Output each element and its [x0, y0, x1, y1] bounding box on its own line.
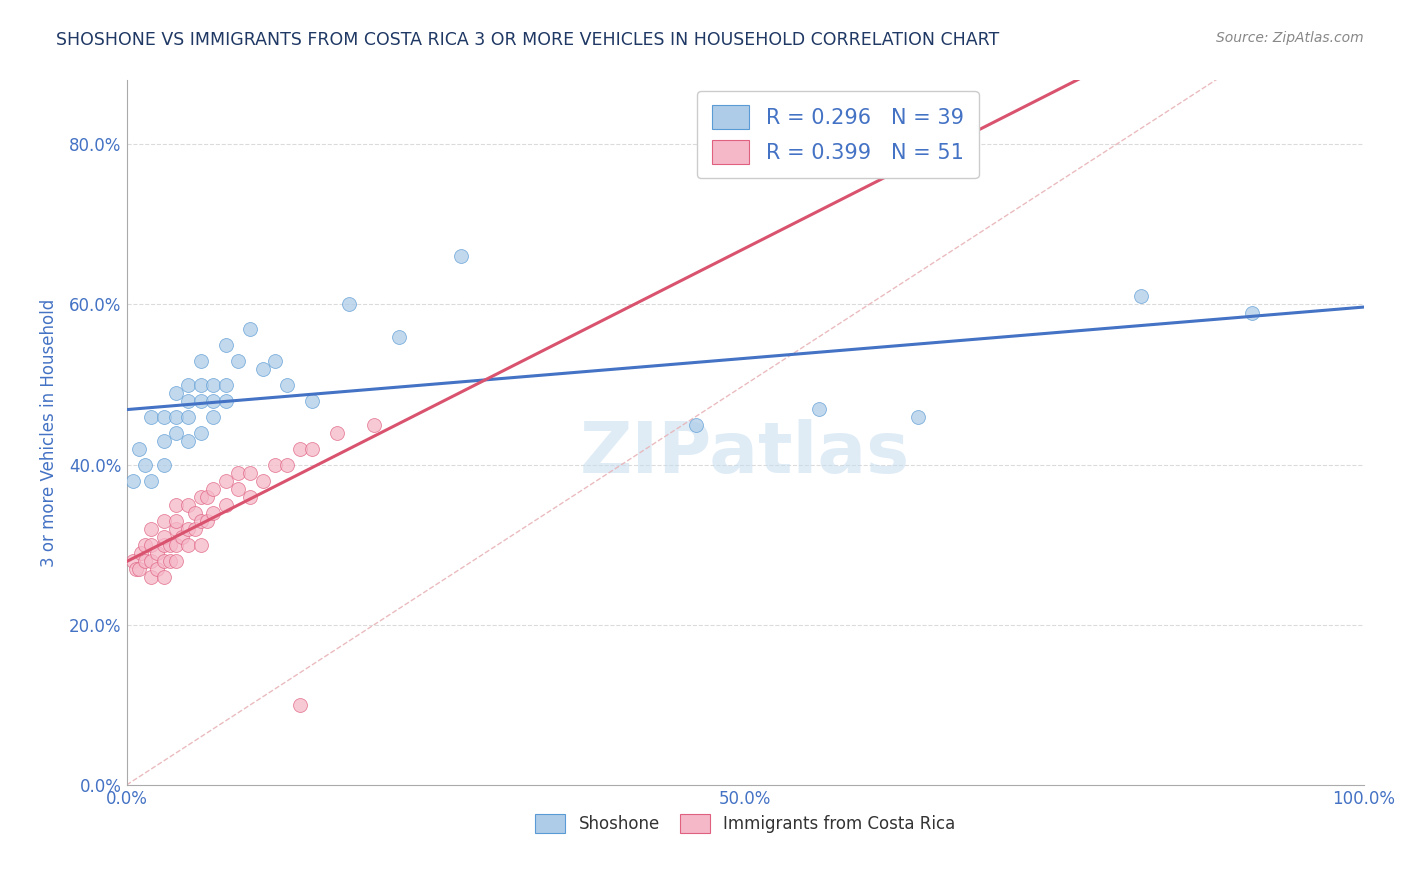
Point: [239, 466, 262, 480]
Point: [226, 466, 249, 480]
Point: [141, 409, 163, 424]
Point: [128, 442, 150, 456]
Point: [146, 546, 169, 560]
Point: [288, 698, 311, 712]
Text: Source: ZipAtlas.com: Source: ZipAtlas.com: [1216, 31, 1364, 45]
Point: [1241, 305, 1264, 319]
Point: [214, 337, 236, 351]
Text: SHOSHONE VS IMMIGRANTS FROM COSTA RICA 3 OR MORE VEHICLES IN HOUSEHOLD CORRELATI: SHOSHONE VS IMMIGRANTS FROM COSTA RICA 3…: [56, 31, 1000, 49]
Point: [214, 393, 236, 408]
Point: [152, 538, 174, 552]
Point: [177, 377, 200, 392]
Point: [214, 377, 236, 392]
Point: [121, 554, 143, 568]
Y-axis label: 3 or more Vehicles in Household: 3 or more Vehicles in Household: [39, 299, 58, 566]
Point: [183, 506, 205, 520]
Point: [177, 409, 200, 424]
Point: [165, 514, 187, 528]
Point: [202, 506, 225, 520]
Point: [190, 514, 212, 528]
Point: [159, 538, 181, 552]
Point: [165, 385, 187, 400]
Point: [152, 554, 174, 568]
Point: [301, 442, 323, 456]
Point: [134, 554, 156, 568]
Point: [363, 417, 385, 432]
Point: [202, 393, 225, 408]
Point: [152, 434, 174, 448]
Point: [326, 425, 349, 440]
Point: [450, 249, 472, 264]
Point: [125, 562, 148, 576]
Point: [121, 474, 143, 488]
Point: [388, 329, 411, 343]
Point: [190, 538, 212, 552]
Point: [165, 425, 187, 440]
Point: [226, 482, 249, 496]
Point: [276, 458, 298, 472]
Point: [134, 458, 156, 472]
Point: [337, 297, 360, 311]
Point: [190, 377, 212, 392]
Point: [165, 554, 187, 568]
Point: [146, 562, 169, 576]
Point: [195, 514, 218, 528]
Point: [177, 393, 200, 408]
Point: [239, 490, 262, 504]
Point: [165, 409, 187, 424]
Point: [190, 393, 212, 408]
Text: ZIPatlas: ZIPatlas: [581, 419, 910, 488]
Point: [190, 490, 212, 504]
Point: [165, 538, 187, 552]
Point: [141, 554, 163, 568]
Point: [165, 522, 187, 536]
Point: [195, 490, 218, 504]
Point: [252, 474, 274, 488]
Point: [252, 361, 274, 376]
Point: [141, 522, 163, 536]
Point: [141, 570, 163, 584]
Point: [190, 425, 212, 440]
Point: [152, 570, 174, 584]
Point: [288, 442, 311, 456]
Point: [141, 474, 163, 488]
Point: [177, 434, 200, 448]
Point: [214, 474, 236, 488]
Point: [152, 409, 174, 424]
Point: [152, 458, 174, 472]
Point: [202, 409, 225, 424]
Point: [907, 409, 929, 424]
Point: [276, 377, 298, 392]
Point: [152, 530, 174, 544]
Point: [141, 538, 163, 552]
Point: [177, 538, 200, 552]
Point: [239, 321, 262, 335]
Legend: Shoshone, Immigrants from Costa Rica: Shoshone, Immigrants from Costa Rica: [529, 807, 962, 840]
Point: [685, 417, 707, 432]
Point: [264, 458, 287, 472]
Point: [165, 498, 187, 512]
Point: [172, 530, 194, 544]
Point: [214, 498, 236, 512]
Point: [808, 401, 831, 416]
Point: [301, 393, 323, 408]
Point: [190, 353, 212, 368]
Point: [183, 522, 205, 536]
Point: [131, 546, 153, 560]
Point: [152, 514, 174, 528]
Point: [226, 353, 249, 368]
Point: [159, 554, 181, 568]
Point: [264, 353, 287, 368]
Point: [128, 562, 150, 576]
Point: [1130, 289, 1153, 303]
Point: [134, 538, 156, 552]
Point: [177, 522, 200, 536]
Point: [202, 482, 225, 496]
Point: [177, 498, 200, 512]
Point: [202, 377, 225, 392]
